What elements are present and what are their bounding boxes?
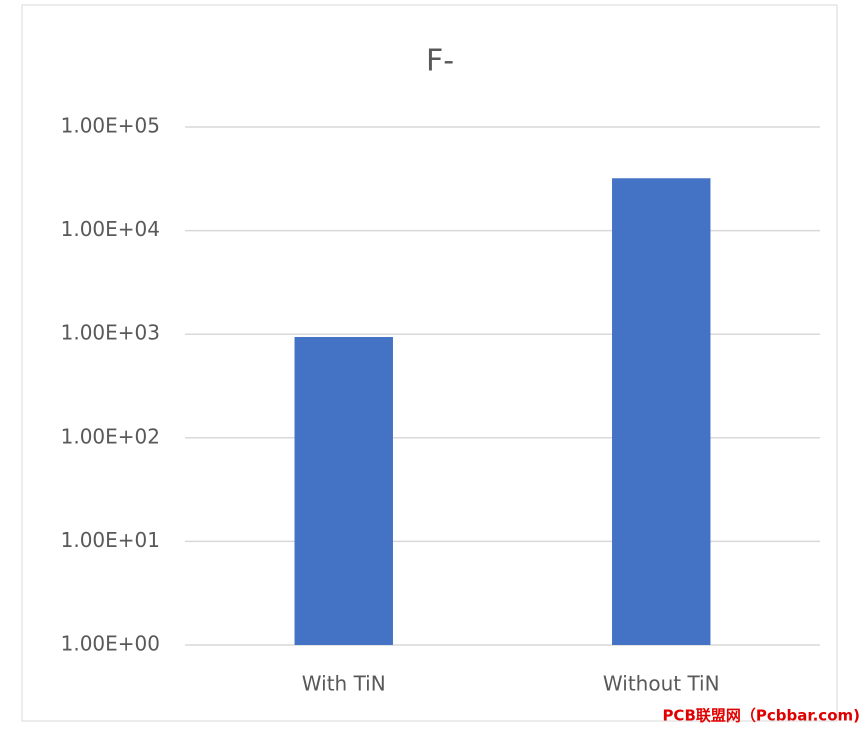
x-tick-label: With TiN bbox=[302, 672, 386, 696]
bar bbox=[612, 178, 711, 645]
watermark: PCB联盟网（Pcbbar.com) bbox=[662, 707, 860, 725]
y-tick-label: 1.00E+04 bbox=[61, 217, 160, 241]
y-tick-label: 1.00E+00 bbox=[61, 632, 160, 656]
x-tick-label: Without TiN bbox=[603, 672, 720, 696]
y-tick-label: 1.00E+02 bbox=[61, 424, 160, 448]
y-tick-label: 1.00E+05 bbox=[61, 114, 160, 138]
y-tick-label: 1.00E+01 bbox=[61, 528, 160, 552]
chart-border bbox=[21, 4, 838, 722]
chart-title: F- bbox=[426, 44, 454, 79]
y-tick-label: 1.00E+03 bbox=[61, 321, 160, 345]
bar bbox=[294, 336, 393, 645]
